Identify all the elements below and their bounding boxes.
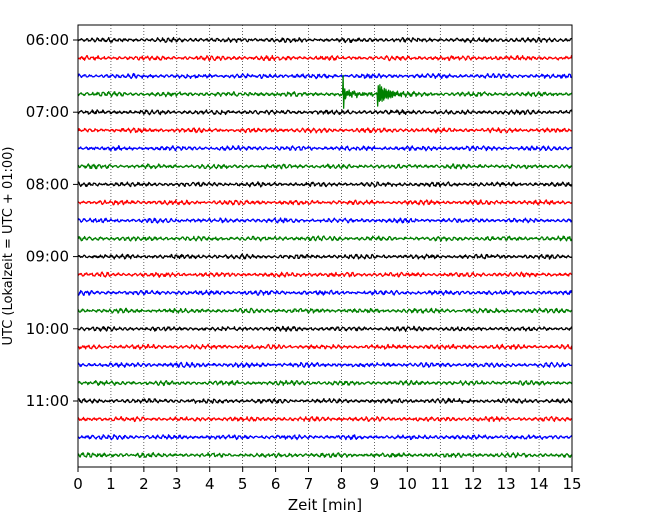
seismogram-trace bbox=[77, 181, 573, 188]
seismogram-trace bbox=[77, 451, 573, 459]
x-tick-label: 11 bbox=[431, 475, 450, 493]
trace-group bbox=[77, 36, 573, 459]
seismogram-trace bbox=[77, 235, 573, 242]
seismogram-trace bbox=[77, 289, 573, 296]
x-tick-label: 3 bbox=[172, 475, 182, 493]
seismogram-trace bbox=[77, 145, 573, 152]
seismogram-trace bbox=[77, 415, 573, 423]
x-tick-label: 14 bbox=[530, 475, 549, 493]
seismogram-trace bbox=[77, 109, 573, 116]
y-tick-label: 09:00 bbox=[26, 248, 69, 266]
y-axis-label: UTC (Lokalzeit = UTC + 01:00) bbox=[1, 147, 16, 346]
seismogram-trace bbox=[77, 72, 573, 80]
seismogram-trace bbox=[77, 127, 573, 134]
seismogram-trace bbox=[77, 253, 573, 260]
x-tick-label: 6 bbox=[271, 475, 281, 493]
seismogram-trace bbox=[77, 397, 573, 404]
seismogram-trace bbox=[77, 217, 573, 224]
seismogram-trace bbox=[77, 361, 573, 369]
seismogram-trace bbox=[77, 54, 573, 62]
seismogram-trace bbox=[77, 434, 573, 441]
seismogram-trace bbox=[77, 199, 573, 206]
seismogram-trace bbox=[77, 74, 573, 109]
seismogram-trace bbox=[77, 36, 573, 44]
seismogram-trace bbox=[77, 379, 573, 387]
plot-frame bbox=[77, 24, 573, 468]
x-tick-label: 7 bbox=[304, 475, 314, 493]
y-tick-label: 06:00 bbox=[26, 31, 69, 49]
y-tick-label: 11:00 bbox=[26, 392, 69, 410]
seismogram-trace bbox=[77, 325, 573, 333]
x-tick-label: 9 bbox=[370, 475, 380, 493]
x-tick-label: 13 bbox=[497, 475, 516, 493]
x-tick-label: 1 bbox=[106, 475, 116, 493]
y-tick-label: 10:00 bbox=[26, 320, 69, 338]
y-tick-label: 08:00 bbox=[26, 175, 69, 193]
x-axis-label: Zeit [min] bbox=[288, 496, 362, 514]
x-tick-label: 4 bbox=[205, 475, 215, 493]
seismogram-trace bbox=[77, 271, 573, 278]
seismogram-trace bbox=[77, 343, 573, 350]
x-tick-label: 0 bbox=[73, 475, 83, 493]
x-tick-label: 10 bbox=[398, 475, 417, 493]
x-axis: 0 1 2 3 4 5 6 7 8 9 10 11 12 13 14 15 bbox=[73, 467, 582, 493]
y-tick-label: 07:00 bbox=[26, 103, 69, 121]
x-tick-label: 12 bbox=[464, 475, 483, 493]
x-tick-label: 8 bbox=[337, 475, 347, 493]
x-tick-label: 2 bbox=[139, 475, 149, 493]
seismogram-trace bbox=[77, 307, 573, 314]
seismogram-trace bbox=[77, 163, 573, 170]
y-axis: 06:00 07:00 08:00 09:00 10:00 11:00 bbox=[26, 31, 78, 410]
x-tick-label: 15 bbox=[562, 475, 581, 493]
x-tick-label: 5 bbox=[238, 475, 248, 493]
